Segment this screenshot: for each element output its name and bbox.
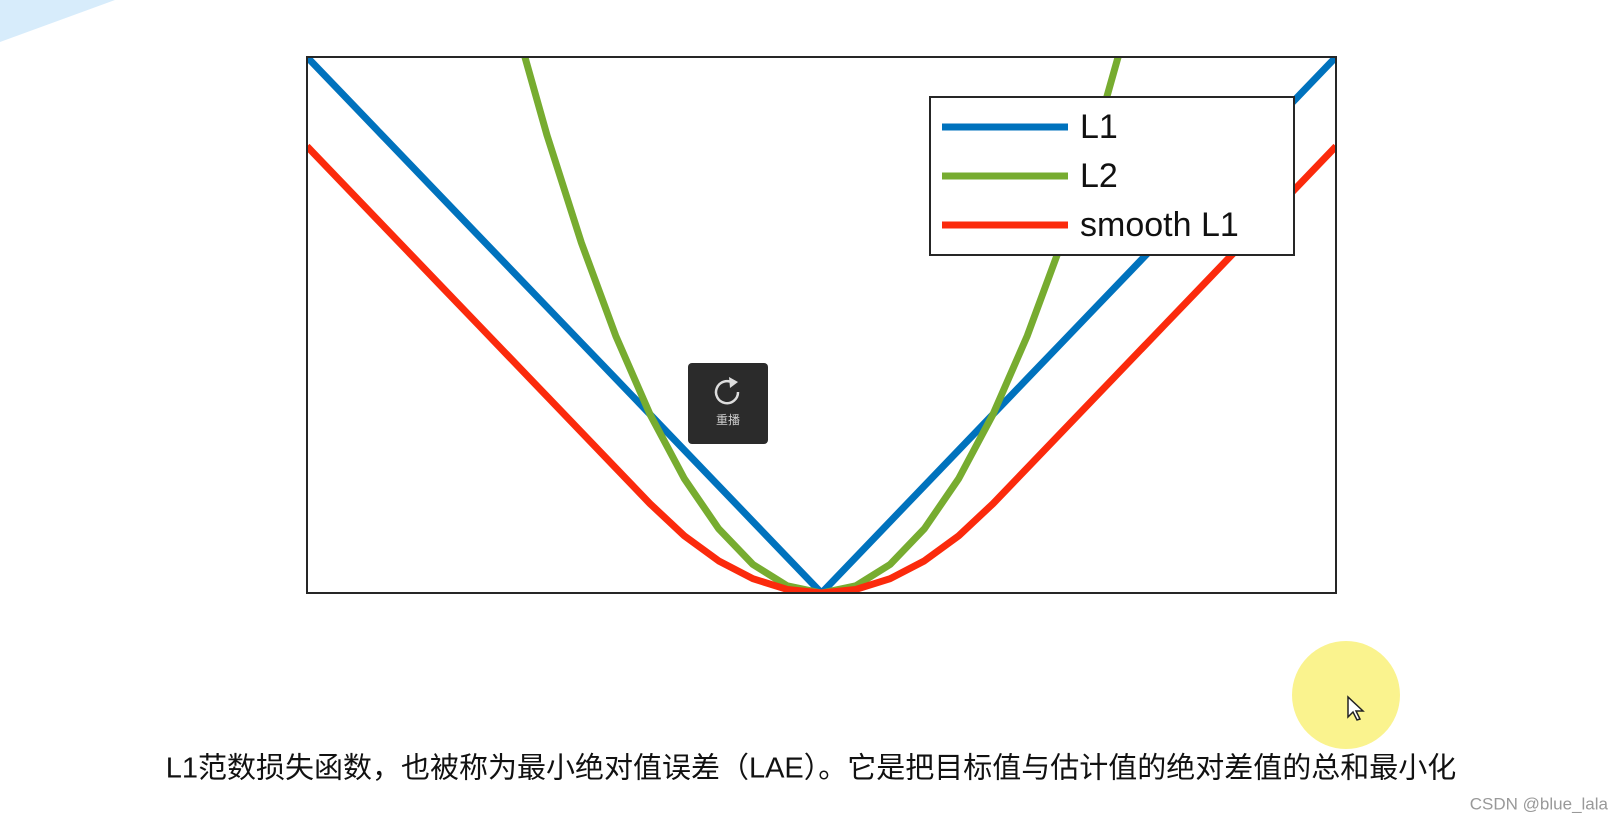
cursor xyxy=(1347,695,1365,721)
axes-box xyxy=(306,56,1337,594)
replay-label: 重播 xyxy=(716,413,740,427)
replay-button[interactable]: 重播 xyxy=(688,363,768,444)
replay-icon xyxy=(714,380,740,405)
legend: L1 L2 smooth L1 xyxy=(929,96,1295,256)
caption: L1范数损失函数，也被称为最小绝对值误差（LAE）。它是把目标值与估计值的绝对差… xyxy=(166,752,1457,785)
plot-area xyxy=(307,57,1336,593)
series-line xyxy=(307,143,1336,593)
cursor-highlight xyxy=(1292,641,1400,749)
replay-arrow xyxy=(729,377,738,388)
series-line xyxy=(521,57,1122,593)
corner-decoration xyxy=(0,0,115,42)
legend-label: smooth L1 xyxy=(1080,206,1239,244)
legend-label: L2 xyxy=(1080,157,1118,195)
legend-label: L1 xyxy=(1080,108,1118,146)
watermark: CSDN @blue_lala xyxy=(1470,794,1609,813)
